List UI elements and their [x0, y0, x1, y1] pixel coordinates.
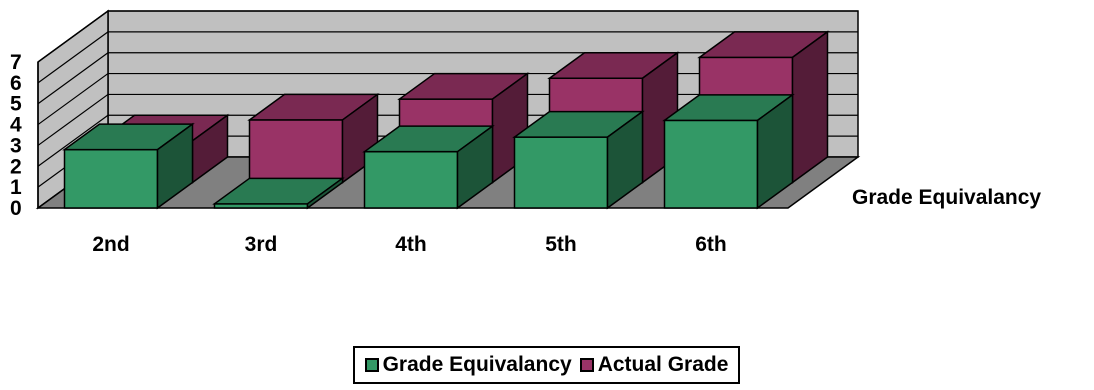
- grade-equivalancy-bar: [362, 124, 495, 210]
- grade-equivalancy-bar: [662, 93, 795, 210]
- grade-equivalancy-bar-front: [513, 136, 609, 209]
- legend-item-actual-grade: Actual Grade: [579, 353, 729, 377]
- category-label: 5th: [545, 233, 577, 256]
- grade-equivalancy-bar: [212, 176, 345, 210]
- grade-equivalancy-bars: [62, 93, 795, 210]
- y-tick-label: 1: [10, 176, 22, 199]
- y-tick-label: 4: [10, 114, 22, 137]
- legend-label-grade-equivalancy: Grade Equivalancy: [382, 353, 572, 376]
- actual-grade-bar-side: [791, 30, 829, 184]
- gridline: [37, 10, 858, 63]
- y-tick-label: 2: [10, 155, 22, 178]
- legend-swatch-grade-equivalancy: [364, 358, 379, 372]
- category-label: 2nd: [92, 233, 129, 256]
- actual-grade-bar-front: [248, 119, 344, 184]
- gridline: [37, 31, 858, 84]
- grade-equivalancy-bar-side: [156, 122, 194, 210]
- grade-equivalancy-bar-side: [756, 93, 794, 210]
- grade-equivalancy-bar-front: [63, 148, 159, 209]
- y-tick-label: 3: [10, 134, 22, 157]
- grade-equivalancy-bar: [62, 122, 195, 210]
- legend: Grade Equivalancy Actual Grade: [353, 346, 740, 384]
- category-label: 6th: [695, 233, 727, 256]
- grade-equivalancy-bar-side: [306, 176, 344, 210]
- grade-equivalancy-bar-front: [663, 119, 759, 209]
- legend-swatch-actual-grade: [579, 358, 594, 372]
- actual-grade-bar: [247, 92, 380, 184]
- grade-equivalancy-bar-front: [363, 150, 459, 209]
- category-label: 3rd: [245, 233, 278, 256]
- grade-equivalancy-bar: [512, 110, 645, 210]
- grade-equivalancy-bar-side: [456, 124, 494, 210]
- series-axis-label: Grade Equivalancy: [852, 186, 1041, 209]
- category-label: 4th: [395, 233, 427, 256]
- legend-label-actual-grade: Actual Grade: [597, 353, 729, 376]
- y-tick-label: 0: [10, 197, 22, 220]
- legend-item-grade-equivalancy: Grade Equivalancy: [364, 353, 572, 377]
- x-axis-categories: 2nd 3rd 4th 5th 6th: [92, 233, 726, 256]
- grade-equivalancy-bar-side: [606, 110, 644, 210]
- y-tick-label: 6: [10, 72, 22, 95]
- y-tick-label: 7: [10, 51, 22, 74]
- y-tick-label: 5: [10, 93, 22, 116]
